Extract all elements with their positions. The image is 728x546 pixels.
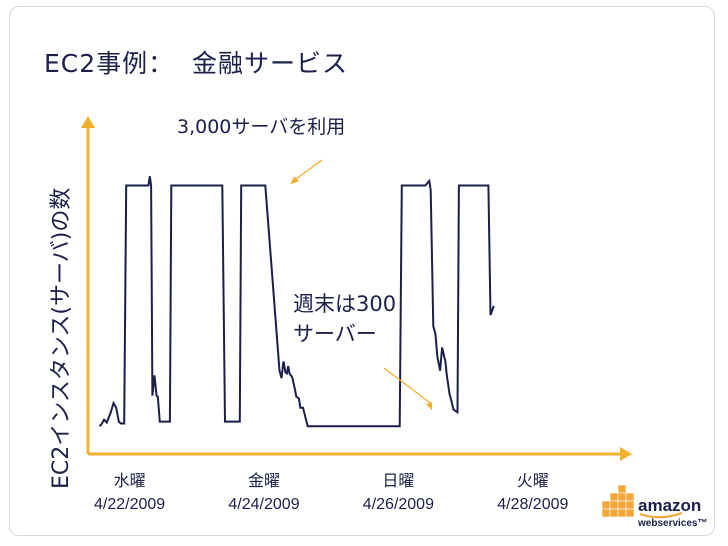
annotation-arrowhead-icon	[426, 402, 432, 411]
x-axis-arrowhead-icon	[620, 447, 632, 461]
x-tick-date-label: 4/24/2009	[228, 496, 299, 513]
annotation-label: サーバー	[293, 322, 377, 346]
x-tick-day-label: 日曜	[382, 471, 414, 490]
y-axis-arrowhead-icon	[81, 116, 95, 128]
x-tick-day-label: 金曜	[248, 471, 280, 490]
chart-series	[98, 176, 495, 428]
x-tick-date-label: 4/22/2009	[94, 496, 165, 513]
annotation-arrow-line	[383, 367, 433, 405]
y-axis-label: EC2インスタンス(サーバ)の数	[49, 188, 74, 489]
aws-logo: amazon webservices™	[601, 484, 708, 528]
slide-title: EC2事例： 金融サービス	[44, 49, 349, 78]
series-line-0	[98, 176, 495, 428]
chart-axes	[81, 116, 632, 461]
annotation-label: 週末は300	[293, 292, 396, 316]
x-tick-date-label: 4/26/2009	[363, 496, 434, 513]
aws-logo-sub: webservices™	[637, 518, 708, 528]
x-tick-day-label: 水曜	[114, 471, 146, 490]
aws-cube-icon	[601, 484, 635, 518]
annotation-label: 3,000サーバを利用	[177, 116, 345, 138]
aws-smile-icon	[639, 511, 683, 519]
annotation-arrow-line	[293, 159, 323, 181]
x-tick-date-label: 4/28/2009	[497, 496, 568, 513]
annotation-arrowhead-icon	[290, 176, 300, 185]
x-tick-labels: 水曜 4/22/2009 金曜 4/24/2009 日曜 4/26/2009 火曜 4/28/…	[94, 471, 568, 513]
x-tick-day-label: 火曜	[517, 471, 549, 490]
slide-border	[9, 6, 715, 536]
aws-logo-brand: amazon	[638, 496, 701, 515]
